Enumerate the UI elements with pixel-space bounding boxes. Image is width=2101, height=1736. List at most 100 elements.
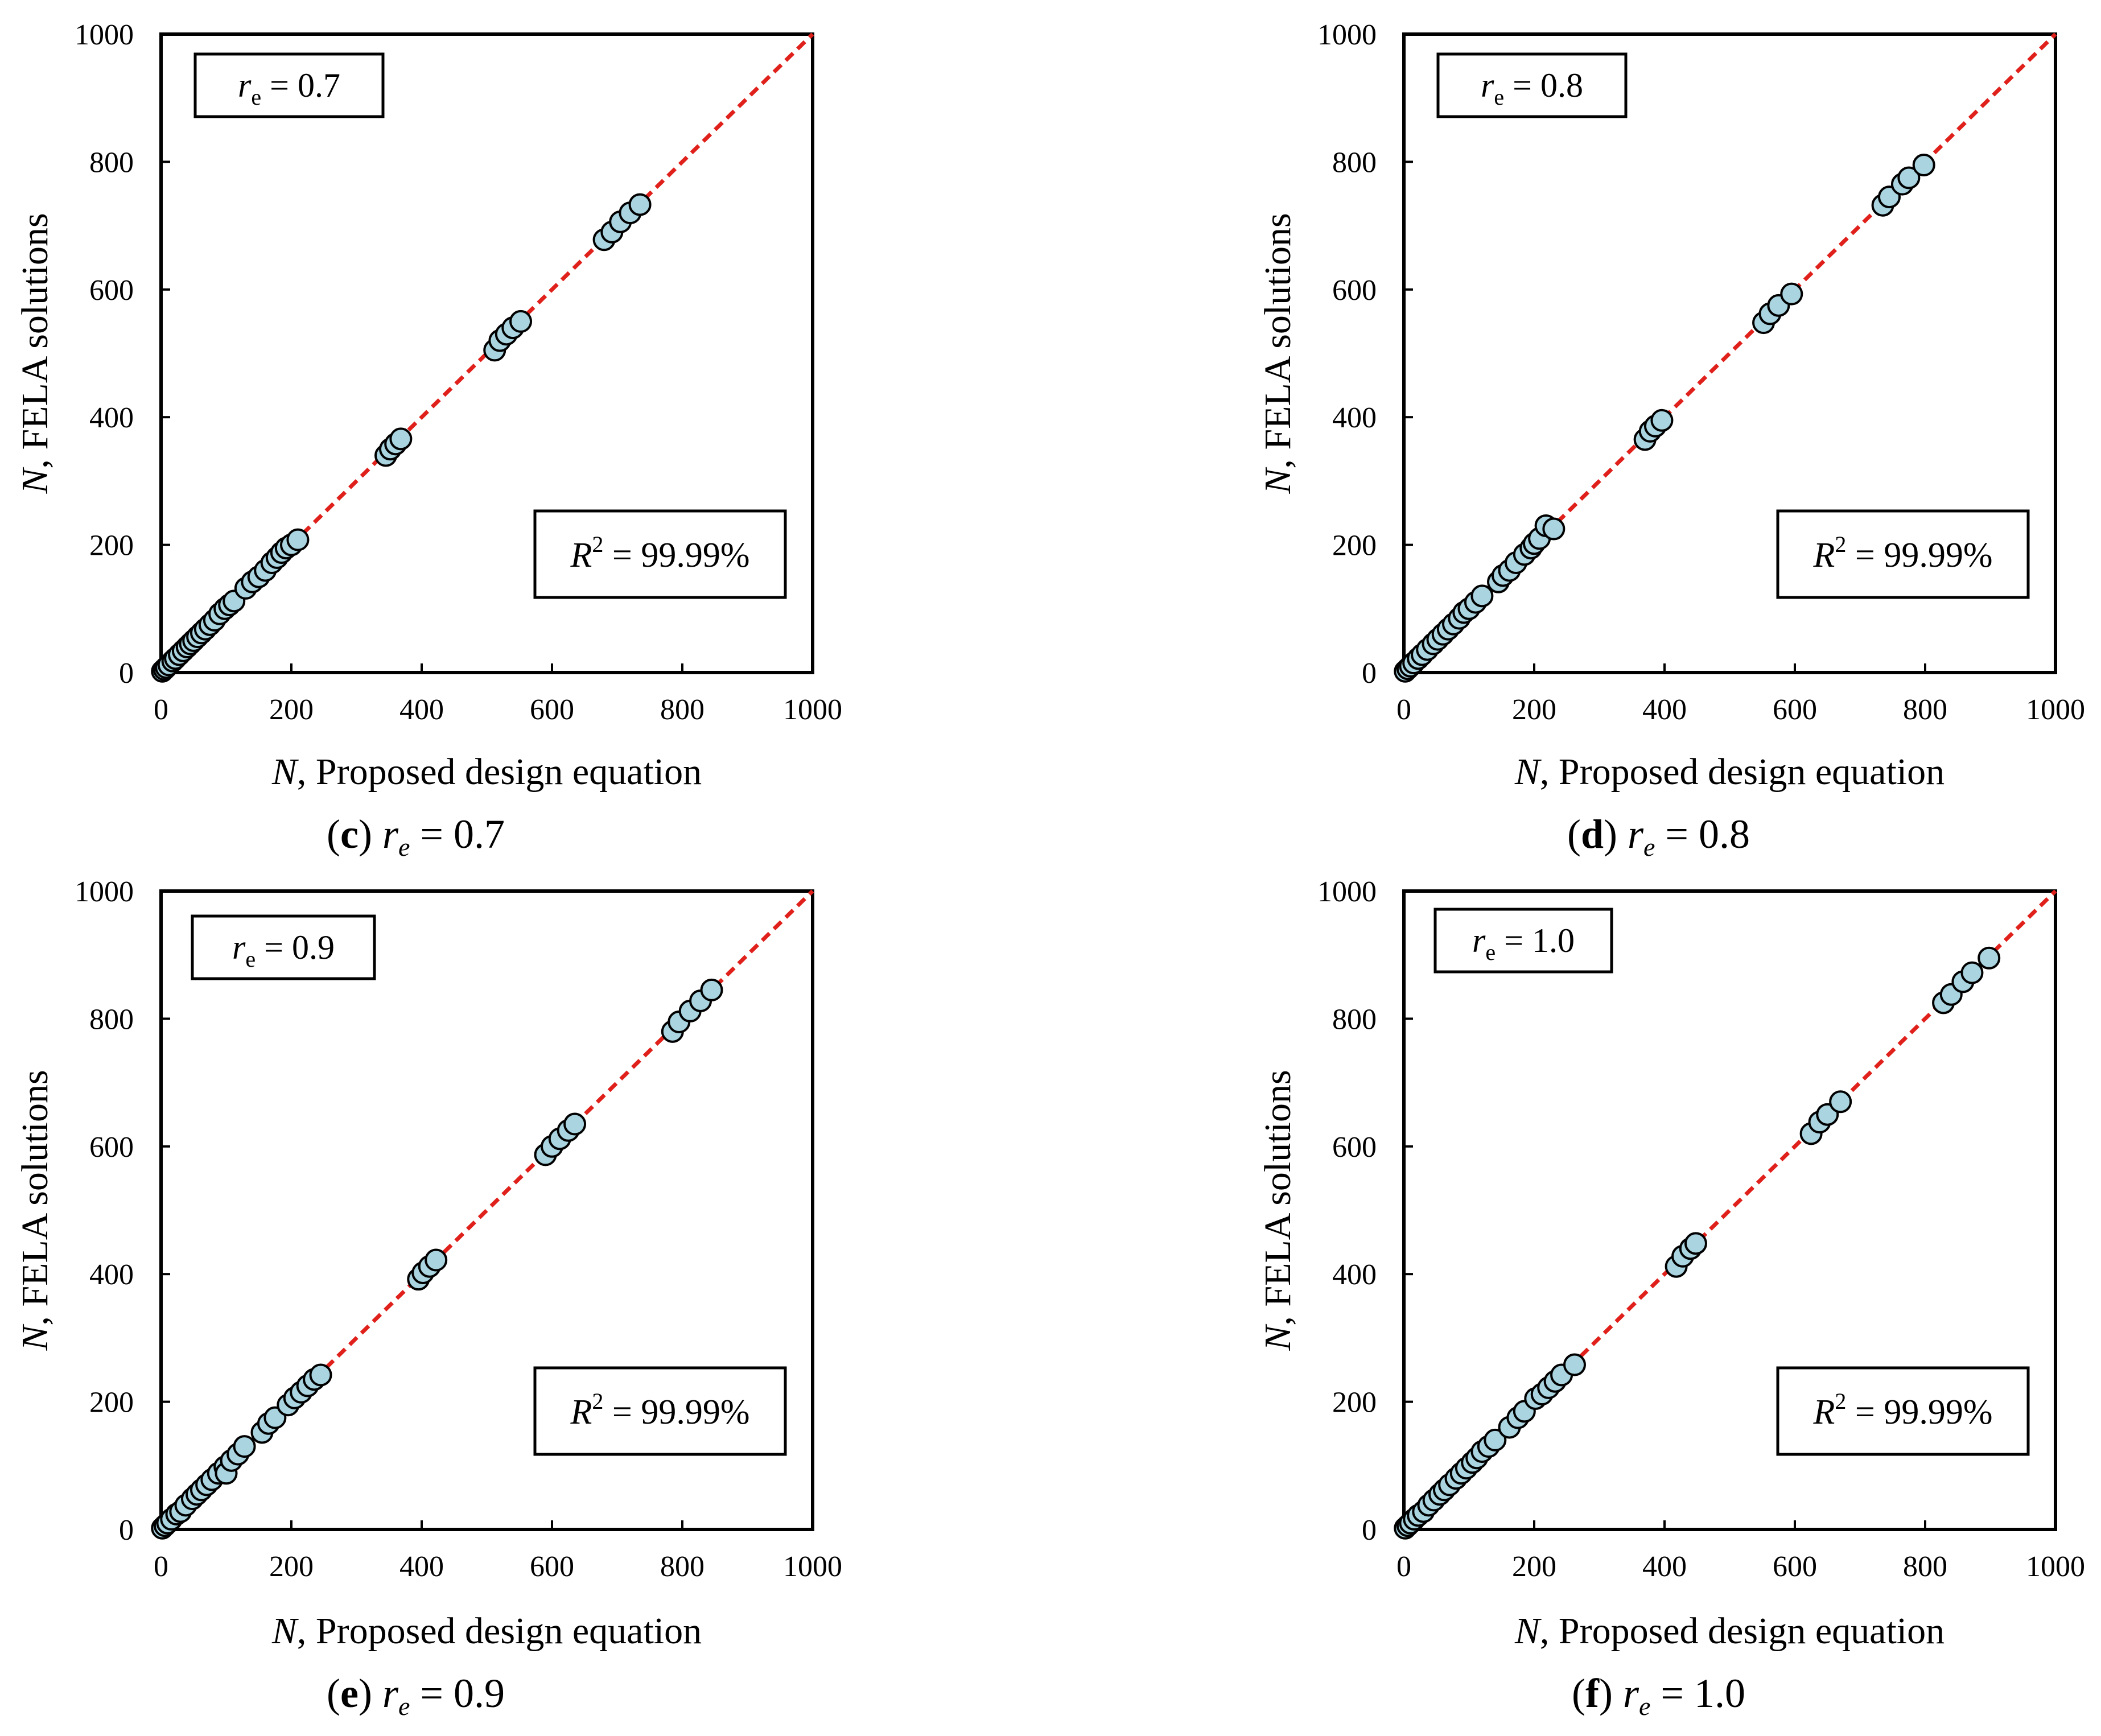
x-tick-label: 0 <box>154 1551 168 1583</box>
x-tick-label: 800 <box>660 1551 705 1583</box>
data-point <box>1829 1090 1852 1114</box>
data-point <box>563 1112 587 1136</box>
y-tick-label: 0 <box>119 657 134 690</box>
data-point <box>509 310 533 333</box>
legend-text: re = 1.0 <box>1472 922 1575 965</box>
data-point <box>1960 961 1984 984</box>
x-axis-label-text: , Proposed design equation <box>1540 751 1945 793</box>
caption-close: ) <box>359 811 382 857</box>
y-tick-label: 200 <box>89 1387 134 1419</box>
y-tick-label: 400 <box>1332 1259 1377 1291</box>
x-tick-label: 400 <box>1642 1551 1687 1583</box>
r2-text: R2 = 99.99% <box>570 531 750 575</box>
caption-close: ) <box>1604 811 1628 857</box>
legend-text: re = 0.7 <box>238 67 340 110</box>
caption-close: ) <box>359 1671 382 1716</box>
r2-eq: = 99.99% <box>603 536 749 575</box>
x-tick-label: 1000 <box>2026 1551 2085 1583</box>
r2-var: R <box>570 1393 592 1432</box>
legend-var: r <box>1481 67 1494 104</box>
y-tick-label: 600 <box>89 1131 134 1164</box>
x-tick-label: 0 <box>1396 694 1411 726</box>
y-axis-label-var: N <box>1257 467 1299 494</box>
data-point <box>233 1435 256 1458</box>
caption-param-sub: e <box>398 1692 410 1721</box>
x-tick-label: 200 <box>269 694 314 726</box>
y-axis-label-var: N <box>1257 1323 1299 1351</box>
caption-letter: c <box>340 811 359 857</box>
y-axis-label: N, FELA solutions <box>1257 213 1299 494</box>
legend-eq: = 0.8 <box>1504 67 1583 104</box>
y-tick-label: 1000 <box>1317 19 1377 51</box>
r2-var: R <box>1813 536 1835 575</box>
r2-text: R2 = 99.99% <box>1813 531 1993 575</box>
data-point <box>1897 166 1921 189</box>
data-point <box>1684 1232 1707 1255</box>
data-point <box>1650 409 1674 432</box>
caption-open: ( <box>1572 1671 1585 1716</box>
x-tick-label: 400 <box>399 694 444 726</box>
caption-close: ) <box>1599 1671 1623 1716</box>
y-axis-label: N, FELA solutions <box>14 1070 56 1351</box>
legend-box <box>1436 52 1628 118</box>
x-axis-label-var: N <box>271 1610 299 1652</box>
r2-var: R <box>570 536 592 575</box>
legend-var: r <box>238 67 252 104</box>
y-tick-label: 0 <box>1362 1514 1377 1547</box>
caption-param: r <box>1623 1671 1639 1716</box>
caption-letter: f <box>1585 1671 1600 1716</box>
legend-box <box>193 52 385 118</box>
y-tick-label: 1000 <box>75 876 134 908</box>
legend-eq: = 0.9 <box>256 929 335 966</box>
x-tick-label: 800 <box>1903 1551 1947 1583</box>
r2-box <box>533 509 787 599</box>
r2-text: R2 = 99.99% <box>1813 1388 1993 1432</box>
x-tick-label: 200 <box>1512 1551 1556 1583</box>
caption-letter: e <box>340 1671 359 1716</box>
y-tick-label: 200 <box>1332 1387 1377 1419</box>
y-tick-label: 1000 <box>1317 876 1377 908</box>
caption-value: = 0.9 <box>410 1671 505 1716</box>
r2-sup: 2 <box>1835 531 1846 557</box>
legend-sub: e <box>1485 939 1496 965</box>
x-axis-label-text: , Proposed design equation <box>297 1610 702 1652</box>
x-tick-label: 200 <box>1512 694 1556 726</box>
x-tick-label: 0 <box>154 694 168 726</box>
y-tick-label: 200 <box>89 530 134 562</box>
caption-param-sub: e <box>1639 1692 1650 1721</box>
panel-caption: (e) re = 0.9 <box>327 1671 505 1721</box>
x-tick-label: 1000 <box>783 694 842 726</box>
r2-text: R2 = 99.99% <box>570 1388 750 1432</box>
y-tick-label: 400 <box>89 1259 134 1291</box>
caption-value: = 0.7 <box>410 811 505 857</box>
caption-open: ( <box>1567 811 1581 857</box>
legend-sub: e <box>245 946 256 972</box>
y-tick-label: 600 <box>1332 274 1377 307</box>
data-point <box>1542 517 1566 541</box>
caption-value: = 1.0 <box>1650 1671 1745 1716</box>
x-tick-label: 600 <box>530 1551 574 1583</box>
y-tick-label: 600 <box>89 274 134 307</box>
x-axis-label-var: N <box>271 751 299 793</box>
legend-eq: = 0.7 <box>261 67 340 104</box>
x-tick-label: 600 <box>1773 694 1817 726</box>
data-point <box>700 978 723 1001</box>
x-tick-label: 600 <box>530 694 574 726</box>
caption-param-sub: e <box>1643 832 1655 861</box>
y-tick-label: 400 <box>1332 402 1377 434</box>
x-axis-label-text: , Proposed design equation <box>1540 1610 1945 1652</box>
data-point <box>1484 1428 1507 1452</box>
caption-param: r <box>1628 811 1644 857</box>
legend-box <box>191 914 376 980</box>
y-axis-label-text: , FELA solutions <box>1257 213 1299 468</box>
r2-box <box>1776 509 2030 599</box>
y-tick-label: 400 <box>89 402 134 434</box>
legend-var: r <box>1472 922 1486 959</box>
r2-eq: = 99.99% <box>603 1393 749 1432</box>
y-tick-label: 1000 <box>75 19 134 51</box>
caption-letter: d <box>1581 811 1604 857</box>
legend-text: re = 0.8 <box>1481 67 1583 110</box>
